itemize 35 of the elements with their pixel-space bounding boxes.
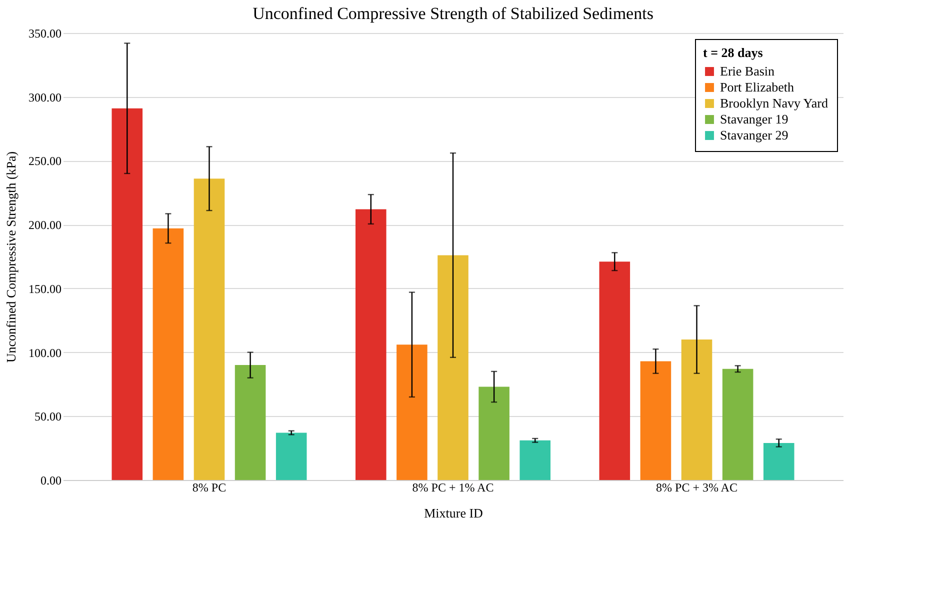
bar (599, 262, 630, 480)
chart-title: Unconfined Compressive Strength of Stabilized Sediments (252, 4, 654, 23)
x-axis-title: Mixture ID (424, 506, 483, 520)
legend-label: Stavanger 29 (720, 128, 788, 142)
legend-label: Brooklyn Navy Yard (720, 96, 828, 110)
legend-label: Erie Basin (720, 64, 776, 78)
legend-label: Port Elizabeth (720, 80, 795, 94)
bar (478, 386, 510, 480)
bar (763, 442, 794, 480)
legend-title: t = 28 days (703, 45, 763, 60)
y-tick-label: 350.00 (28, 26, 62, 40)
bar (520, 440, 550, 480)
bar (152, 228, 184, 480)
y-tick-label: 150.00 (28, 282, 62, 296)
y-tick-label: 100.00 (28, 346, 62, 360)
y-tick-label: 300.00 (28, 90, 62, 104)
bar (681, 340, 712, 480)
y-tick-label: 50.00 (34, 410, 62, 424)
x-tick-label: 8% PC + 3% AC (656, 480, 738, 494)
bar (276, 432, 307, 480)
bar (640, 361, 672, 480)
bar (722, 368, 754, 480)
y-tick-label: 250.00 (28, 154, 62, 168)
y-tick-label: 0.00 (40, 474, 62, 488)
y-axis-title: Unconfined Compressive Strength (kPa) (4, 151, 18, 363)
bar (112, 108, 143, 480)
x-tick-label: 8% PC (192, 480, 226, 494)
bar (194, 178, 225, 480)
legend-label: Stavanger 19 (720, 112, 788, 126)
x-tick-label: 8% PC + 1% AC (412, 480, 494, 494)
bar (356, 209, 386, 480)
bar (234, 365, 266, 480)
bar (396, 344, 428, 480)
bar (438, 255, 468, 480)
y-tick-label: 200.00 (28, 218, 62, 232)
